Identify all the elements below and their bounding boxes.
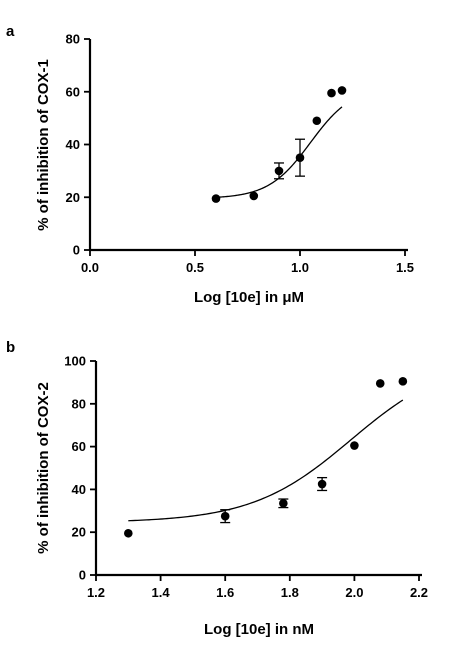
panel-a-x-tick-label: 0.0 (81, 260, 99, 275)
panel-a-y-tick-label: 40 (66, 137, 80, 152)
panel-a-data-point (337, 86, 347, 95)
panel-a-label: a (6, 23, 15, 40)
panel-b-label: b (6, 339, 15, 356)
panel-b-y-tick-label: 40 (72, 482, 86, 497)
panel-b-chart: b % of inhibition of COX-2 Log [10e] in … (6, 339, 428, 638)
panel-b-y-tick-label: 60 (72, 439, 86, 454)
panel-a-data-points (211, 86, 347, 203)
panel-a-y-tick-label: 0 (73, 243, 80, 258)
panel-a-x-axis-title: Log [10e] in μM (194, 289, 304, 306)
panel-a-data-point (249, 191, 259, 201)
panel-b-data-point (220, 511, 230, 521)
panel-b-x-axis-title: Log [10e] in nM (204, 621, 314, 638)
panel-a-fit-curve (215, 106, 343, 198)
panel-a-y-tick-label: 80 (66, 32, 80, 47)
panel-a-x-tick-label: 1.5 (396, 260, 414, 275)
panel-a-x-tick-label: 0.5 (186, 260, 204, 275)
panel-a-data-point (274, 166, 284, 176)
panel-a-data-point (211, 194, 221, 203)
panel-a-y-tick-label: 60 (66, 84, 80, 99)
panel-b-y-tick-label: 20 (72, 525, 86, 540)
panel-a-data-point (327, 88, 336, 98)
panel-b-data-point (317, 479, 327, 489)
panel-a-chart: a % of inhibition of COX-1 Log [10e] in … (6, 23, 414, 306)
panel-b-y-axis-title: % of inhibition of COX-2 (35, 382, 52, 554)
panel-a-y-axis-title: % of inhibition of COX-1 (35, 59, 52, 231)
panel-b-fit-curve (128, 399, 404, 522)
panel-b-x-tick-label: 1.2 (87, 585, 105, 600)
panel-b-data-point (124, 528, 133, 538)
panel-a-data-point (295, 153, 305, 162)
panel-b-x-tick-label: 1.4 (152, 585, 171, 600)
panel-b-x-tick-label: 1.6 (216, 585, 234, 600)
panel-b-data-point (350, 441, 359, 450)
panel-b-y-tick-label: 100 (64, 354, 86, 369)
panel-b-data-point (279, 499, 288, 508)
panel-b-y-tick-label: 80 (72, 396, 86, 411)
panel-a-data-point (312, 116, 322, 126)
panel-b-x-tick-label: 2.2 (410, 585, 428, 600)
panel-b-data-point (375, 379, 385, 388)
panel-b-x-tick-label: 1.8 (281, 585, 299, 600)
panel-b-ticks: 1.2 1.4 1.6 1.8 2.0 2.2 0 20 40 60 80 100 (64, 354, 428, 601)
panel-b-y-tick-label: 0 (79, 568, 86, 583)
panel-a-x-tick-label: 1.0 (291, 260, 309, 275)
panel-b-x-tick-label: 2.0 (345, 585, 363, 600)
panel-a-ticks: 0.0 0.5 1.0 1.5 0 20 40 60 80 (66, 32, 415, 276)
panel-b-data-point (398, 377, 408, 386)
panel-b-data-points (124, 377, 408, 538)
panel-a-y-tick-label: 20 (66, 190, 80, 205)
